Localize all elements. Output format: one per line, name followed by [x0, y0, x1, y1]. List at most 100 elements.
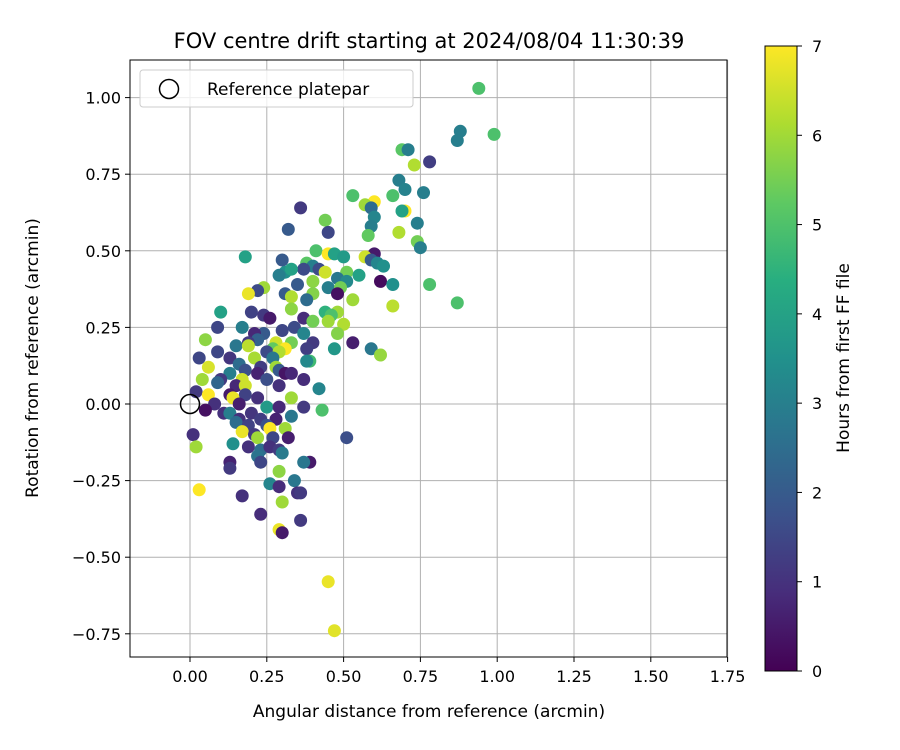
- data-point: [291, 278, 304, 291]
- legend-marker-icon: [158, 78, 180, 100]
- data-point: [346, 336, 360, 350]
- data-point: [346, 189, 360, 203]
- data-point: [201, 360, 215, 374]
- y-tick-label: −0.25: [72, 472, 121, 491]
- data-point: [337, 250, 351, 264]
- data-point: [272, 379, 286, 393]
- data-point: [386, 278, 400, 291]
- data-point: [248, 351, 261, 365]
- data-point: [294, 486, 308, 500]
- data-point: [272, 480, 286, 494]
- data-point: [410, 216, 424, 230]
- data-point: [260, 400, 274, 414]
- data-point: [192, 351, 206, 365]
- y-tick-label: −0.50: [72, 548, 121, 567]
- data-point: [223, 406, 237, 420]
- data-point: [306, 274, 320, 288]
- data-point: [417, 186, 430, 200]
- data-point: [318, 265, 332, 279]
- data-point: [392, 173, 406, 187]
- data-point: [297, 262, 311, 276]
- data-point: [229, 415, 243, 429]
- data-point: [238, 379, 252, 393]
- colorbar-label: Hours from first FF file: [834, 263, 854, 453]
- colorbar-tick-label: 0: [812, 662, 822, 681]
- colorbar-tick-label: 7: [812, 37, 822, 56]
- data-point: [226, 437, 240, 451]
- data-point: [337, 317, 351, 331]
- y-tick-label: 0.00: [85, 395, 121, 414]
- data-point: [450, 134, 464, 147]
- data-point: [223, 366, 237, 380]
- data-point: [346, 293, 360, 307]
- y-axis-ticks: −0.75 −0.50 −0.25 0.00 0.25 0.50 0.75 1.00: [72, 89, 130, 644]
- x-tick-label: 0.00: [172, 667, 208, 686]
- data-point: [272, 464, 286, 478]
- data-point: [294, 201, 308, 215]
- data-point: [352, 268, 366, 282]
- x-tick-label: 0.75: [403, 667, 439, 686]
- y-tick-label: 1.00: [85, 89, 121, 108]
- colorbar-ticks: 0 1 2 3 4 5 6 7: [797, 37, 822, 681]
- data-point: [281, 431, 295, 445]
- data-point: [275, 253, 289, 267]
- data-point: [284, 262, 298, 276]
- data-point: [201, 388, 215, 402]
- data-point: [374, 348, 387, 362]
- data-point: [241, 339, 255, 353]
- data-point: [229, 339, 243, 353]
- data-point: [211, 376, 225, 390]
- y-tick-label: 0.75: [85, 165, 121, 184]
- data-point: [260, 373, 274, 386]
- data-point: [241, 287, 255, 301]
- y-tick-label: 0.25: [85, 318, 121, 337]
- colorbar: 0 1 2 3 4 5 6 7 Hours from first FF file: [764, 37, 854, 681]
- data-point: [223, 351, 237, 365]
- data-point: [340, 265, 354, 279]
- data-point: [297, 455, 311, 469]
- data-point: [331, 327, 344, 340]
- x-axis-label: Angular distance from reference (arcmin): [253, 702, 605, 722]
- data-point: [386, 299, 400, 313]
- colorbar-tick-label: 5: [812, 216, 822, 235]
- data-point: [472, 81, 486, 95]
- data-point: [251, 431, 265, 445]
- data-point: [487, 127, 501, 141]
- data-point: [269, 412, 283, 426]
- data-point: [306, 314, 320, 328]
- data-point: [423, 155, 437, 169]
- colorbar-tick-label: 1: [812, 573, 822, 592]
- data-point: [297, 400, 311, 414]
- x-tick-label: 1.25: [556, 667, 592, 686]
- data-point: [254, 507, 268, 521]
- data-point: [275, 526, 289, 540]
- data-point: [192, 483, 206, 497]
- data-point: [275, 446, 289, 460]
- data-point: [238, 250, 252, 264]
- data-point: [386, 189, 400, 203]
- data-point: [294, 513, 308, 527]
- data-point: [229, 379, 243, 393]
- data-point: [423, 278, 437, 291]
- data-point: [321, 225, 335, 239]
- data-point: [327, 624, 341, 638]
- data-point: [364, 342, 378, 356]
- data-point: [450, 296, 464, 310]
- data-point: [392, 225, 406, 239]
- x-tick-label: 1.75: [710, 667, 746, 686]
- data-point: [208, 397, 222, 411]
- data-point: [251, 366, 265, 380]
- legend: Reference platepar: [139, 69, 414, 108]
- colorbar-tick-label: 2: [812, 483, 822, 502]
- y-tick-label: −0.75: [72, 625, 121, 644]
- data-point: [238, 388, 252, 402]
- data-point: [195, 373, 209, 386]
- data-point: [198, 403, 212, 417]
- data-point: [189, 440, 203, 454]
- data-point: [321, 314, 335, 328]
- data-point: [232, 397, 246, 411]
- x-tick-label: 1.00: [479, 667, 515, 686]
- data-point: [284, 302, 298, 316]
- data-point: [398, 183, 412, 196]
- data-point: [281, 222, 295, 236]
